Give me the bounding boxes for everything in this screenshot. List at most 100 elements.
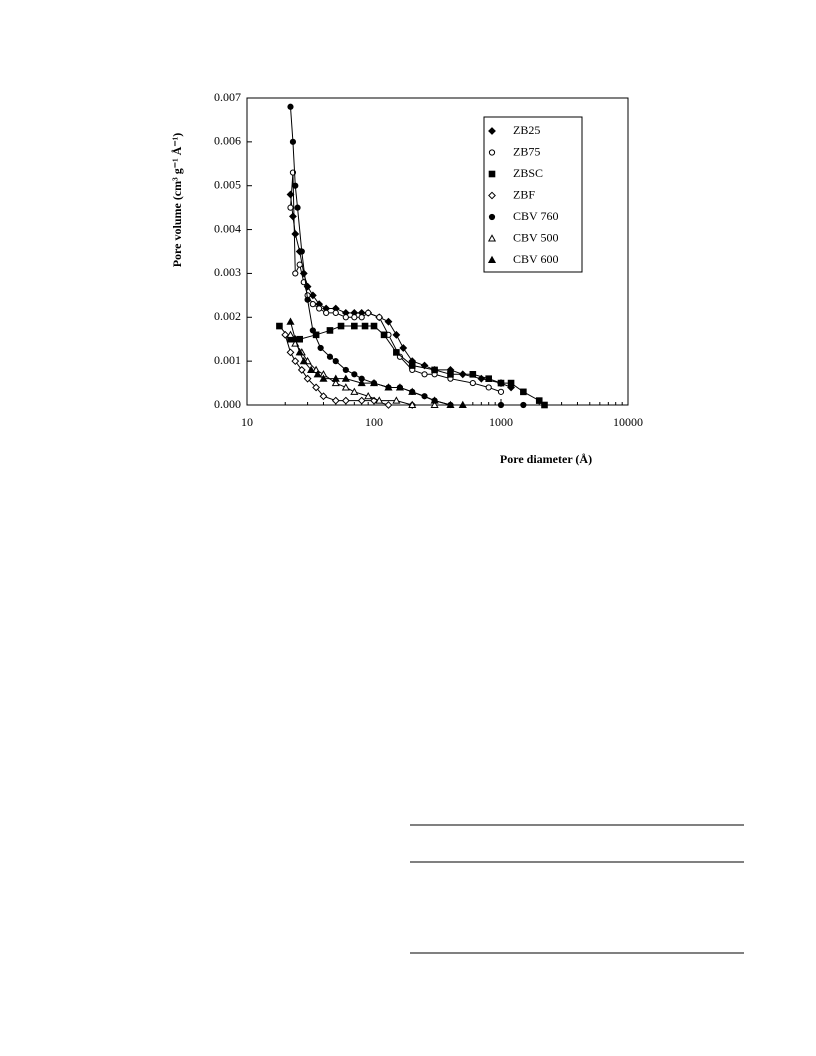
marker <box>384 317 393 326</box>
marker <box>361 322 369 330</box>
marker <box>286 330 295 338</box>
y-tick-label: 0.001 <box>214 353 241 367</box>
marker <box>430 396 439 404</box>
legend-marker <box>488 149 496 156</box>
legend-marker <box>487 255 497 264</box>
marker <box>308 291 317 300</box>
marker <box>497 388 505 395</box>
marker <box>299 356 308 365</box>
x-tick-label: 100 <box>365 415 383 429</box>
marker <box>323 309 330 316</box>
marker <box>393 349 400 356</box>
marker <box>395 383 404 391</box>
y-tick-label: 0.007 <box>214 90 241 104</box>
y-tick-label: 0.005 <box>214 177 241 191</box>
marker <box>286 317 295 325</box>
marker <box>507 379 515 387</box>
marker <box>337 322 345 330</box>
y-tick-label: 0.002 <box>214 309 241 323</box>
marker <box>313 370 322 378</box>
x-axis-label: Pore diameter (Å) <box>500 452 592 466</box>
marker <box>297 366 306 374</box>
marker <box>421 371 428 378</box>
marker <box>446 400 455 409</box>
marker <box>331 374 340 382</box>
marker <box>342 314 349 321</box>
x-tick-label: 1000 <box>489 415 513 429</box>
marker <box>316 305 323 312</box>
legend-label: CBV 500 <box>513 230 558 244</box>
legend-label: CBV 760 <box>513 209 558 223</box>
marker <box>364 391 373 400</box>
marker <box>298 248 305 255</box>
marker <box>332 358 339 365</box>
legend-label: ZB25 <box>513 123 540 137</box>
marker <box>408 387 417 395</box>
y-tick-label: 0.000 <box>214 397 241 411</box>
marker <box>485 375 492 382</box>
marker <box>430 400 439 409</box>
legend-marker <box>488 170 496 178</box>
marker <box>458 400 467 409</box>
marker <box>392 330 401 339</box>
marker <box>447 371 454 378</box>
marker <box>351 322 358 330</box>
marker <box>296 261 303 268</box>
marker <box>319 392 328 401</box>
marker <box>497 379 505 387</box>
x-tick-label: 10 <box>241 415 253 429</box>
marker <box>392 396 401 404</box>
marker <box>319 374 328 382</box>
marker <box>291 230 300 238</box>
legend-marker <box>488 213 496 221</box>
marker <box>384 383 393 391</box>
legend-label: ZBF <box>513 187 535 201</box>
marker <box>317 344 324 352</box>
series-line <box>289 106 524 406</box>
marker <box>357 396 366 405</box>
marker <box>287 103 294 110</box>
marker <box>399 344 408 352</box>
plot-frame <box>246 97 629 406</box>
marker <box>535 397 543 404</box>
marker <box>289 138 297 145</box>
marker <box>307 365 316 373</box>
marker <box>351 371 358 378</box>
marker <box>292 270 299 277</box>
marker <box>341 374 350 382</box>
marker <box>497 401 505 409</box>
marker <box>431 366 438 374</box>
marker <box>286 348 295 357</box>
marker <box>369 378 379 387</box>
marker <box>541 401 548 409</box>
marker <box>276 322 283 330</box>
marker <box>384 401 393 409</box>
marker <box>281 330 290 339</box>
marker <box>289 212 297 221</box>
marker <box>286 190 295 199</box>
marker <box>292 182 299 189</box>
marker <box>469 379 476 387</box>
marker <box>331 396 340 405</box>
marker <box>485 384 492 391</box>
marker <box>294 204 301 211</box>
marker <box>291 357 300 366</box>
y-axis-label: Pore volume (cm³ g⁻¹ Å⁻¹) <box>170 133 184 268</box>
marker <box>469 371 477 378</box>
marker <box>357 378 366 387</box>
y-tick-label: 0.003 <box>214 265 241 279</box>
marker <box>365 309 372 316</box>
legend-marker <box>488 127 496 135</box>
marker <box>351 314 358 321</box>
marker <box>380 331 388 339</box>
marker <box>408 362 416 369</box>
y-tick-label: 0.006 <box>214 134 241 148</box>
marker <box>408 400 417 409</box>
marker <box>326 353 334 360</box>
marker <box>376 314 383 321</box>
legend-marker <box>488 191 496 200</box>
y-tick-label: 0.004 <box>214 221 241 235</box>
legend-label: CBV 600 <box>513 252 558 266</box>
marker <box>332 309 339 316</box>
